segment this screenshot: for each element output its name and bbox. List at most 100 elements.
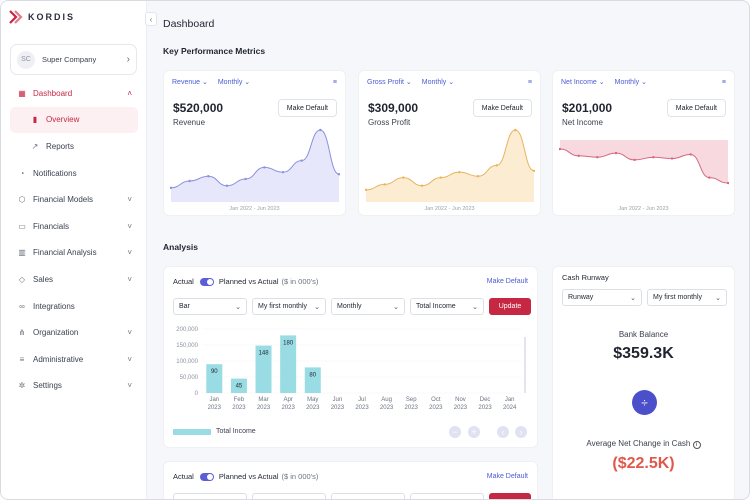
- page-title: Dashboard: [163, 18, 215, 30]
- sidebar-item-financial-models[interactable]: ⬡ Financial Models ˅: [10, 186, 138, 213]
- y-tick-label: 50,000: [180, 375, 199, 381]
- units-label: ($ in 000's): [281, 472, 319, 481]
- x-tick-label: Nov: [455, 397, 466, 403]
- make-default-link[interactable]: Make Default: [486, 473, 528, 480]
- filter-icon[interactable]: ≡: [332, 78, 337, 86]
- sparkline-point: [514, 128, 517, 132]
- x-tick-label: 2023: [478, 405, 492, 409]
- sparkline-point: [652, 156, 655, 159]
- period-select[interactable]: Monthly ⌄: [614, 79, 647, 86]
- sparkline-point: [476, 175, 480, 178]
- logo[interactable]: KORDIS: [9, 10, 75, 24]
- sparkline-point: [596, 156, 599, 159]
- sparkline-chart: [365, 128, 535, 202]
- metric-select[interactable]: Revenue ⌄: [172, 79, 208, 86]
- sparkline-line: [559, 148, 729, 184]
- date-range: Jan 2022 - Jun 2023: [618, 206, 669, 212]
- make-default-link[interactable]: Make Default: [486, 278, 528, 285]
- scenario-select[interactable]: My first monthly ⌄: [252, 298, 326, 315]
- sidebar-item-notifications[interactable]: ◔ Notifications: [10, 160, 138, 187]
- sparkline-point: [614, 151, 618, 155]
- actual-label: Actual: [173, 277, 194, 286]
- make-default-button[interactable]: Make Default: [277, 99, 337, 117]
- bar[interactable]: [280, 335, 297, 393]
- chevron-down-icon: ⌄: [235, 303, 241, 311]
- period-select[interactable]: Monthly ⌄: [331, 298, 405, 315]
- metric-select[interactable]: Net Income ⌄: [561, 79, 605, 86]
- info-icon[interactable]: i: [692, 441, 701, 449]
- legend-swatch: [173, 428, 211, 435]
- make-default-button[interactable]: Make Default: [666, 99, 726, 117]
- company-switcher[interactable]: SC Super Company ›: [10, 44, 137, 75]
- company-name: Super Company: [42, 55, 97, 64]
- period-value: Monthly: [217, 79, 243, 86]
- x-tick-label: 2024: [503, 405, 517, 409]
- bar-chart: 200,000 150,000 100,000 50,000 0 90 Jan 2023 45 F…: [176, 327, 526, 409]
- avg-net-change-value: ($22.5K): [612, 455, 675, 472]
- sidebar-item-dashboard[interactable]: ▦ Dashboard ˄: [10, 80, 138, 107]
- kpi-card-revenue: Revenue ⌄ Monthly ⌄ ≡ $520,000 Revenue M…: [163, 70, 346, 216]
- period-select[interactable]: [331, 493, 405, 499]
- sidebar-item-administrative[interactable]: ≡ Administrative ˅: [10, 346, 138, 373]
- period-select[interactable]: Monthly ⌄: [421, 79, 455, 86]
- bar-data-label: 148: [259, 351, 270, 357]
- scenario-select[interactable]: [252, 493, 326, 499]
- bar[interactable]: [230, 378, 247, 393]
- bar[interactable]: [304, 367, 321, 393]
- metric-select[interactable]: Gross Profit ⌄: [367, 79, 412, 86]
- chart-scrollbar[interactable]: [524, 337, 526, 393]
- actual-label: Actual: [173, 472, 194, 481]
- planned-vs-actual-toggle[interactable]: [199, 472, 214, 481]
- x-tick-label: 2023: [331, 405, 345, 409]
- sidebar-item-label: Financial Models: [33, 195, 94, 205]
- kpi-label: Gross Profit: [368, 118, 411, 127]
- planned-vs-actual-toggle[interactable]: [199, 277, 214, 286]
- sidebar-item-label: Notifications: [33, 168, 77, 178]
- metric-value: Gross Profit: [367, 79, 404, 86]
- scroll-right-button[interactable]: ›: [515, 426, 527, 438]
- logo-text: KORDIS: [28, 12, 76, 22]
- chart-type-select[interactable]: [173, 493, 247, 499]
- zoom-in-button[interactable]: +: [468, 426, 480, 438]
- sidebar-item-settings[interactable]: ✲ Settings ˅: [10, 373, 138, 400]
- make-default-button[interactable]: Make Default: [472, 99, 532, 117]
- collapse-sidebar-button[interactable]: ‹: [145, 12, 157, 26]
- metric-select[interactable]: Total Income ⌄: [410, 298, 484, 315]
- grid-icon: ▦: [18, 88, 26, 98]
- sparkline-line: [365, 129, 535, 191]
- period-select[interactable]: Monthly ⌄: [217, 79, 251, 86]
- scroll-left-button[interactable]: ‹: [497, 426, 509, 438]
- bell-icon: ◔: [19, 168, 25, 178]
- bar[interactable]: [255, 345, 272, 393]
- chevron-right-icon: ›: [126, 54, 130, 65]
- sidebar-item-financials[interactable]: ▭ Financials ˅: [10, 213, 138, 240]
- x-tick-label: 2023: [454, 405, 468, 409]
- bar[interactable]: [206, 364, 223, 393]
- sparkline-point: [365, 188, 368, 192]
- sidebar-item-reports[interactable]: ↗ Reports: [10, 133, 138, 160]
- avg-net-change-label: Average Net Change in Cash i: [553, 439, 734, 449]
- toggle-label: Planned vs Actual: [218, 472, 279, 481]
- filter-icon[interactable]: ≡: [527, 78, 532, 86]
- sparkline-point: [495, 164, 498, 167]
- kpi-label: Net Income: [562, 118, 603, 127]
- bank-balance-value: $359.3K: [613, 345, 674, 362]
- sparkline-point: [319, 128, 322, 132]
- zoom-out-button[interactable]: −: [449, 426, 461, 438]
- link-icon: ∞: [19, 301, 25, 311]
- sidebar-item-overview[interactable]: ▮ Overview: [10, 106, 138, 134]
- analysis-card-2: Actual Planned vs Actual ($ in 000's) Ma…: [163, 461, 538, 499]
- metric-select[interactable]: [410, 493, 484, 499]
- x-tick-label: 2023: [380, 405, 394, 409]
- org-icon: ⋔: [18, 328, 26, 338]
- filter-icon[interactable]: ≡: [721, 78, 726, 86]
- update-button[interactable]: Update: [489, 298, 531, 315]
- runway-scenario-select[interactable]: My first monthly ⌄: [647, 289, 727, 306]
- runway-select[interactable]: Runway ⌄: [562, 289, 642, 306]
- sidebar-item-integrations[interactable]: ∞ Integrations: [10, 293, 138, 320]
- sidebar-item-financial-analysis[interactable]: ▥ Financial Analysis ˅: [10, 240, 138, 267]
- update-button[interactable]: [489, 493, 531, 499]
- chart-type-select[interactable]: Bar ⌄: [173, 298, 247, 315]
- sidebar-item-sales[interactable]: ◇ Sales ˅: [10, 266, 138, 293]
- sidebar-item-organization[interactable]: ⋔ Organization ˅: [10, 319, 138, 346]
